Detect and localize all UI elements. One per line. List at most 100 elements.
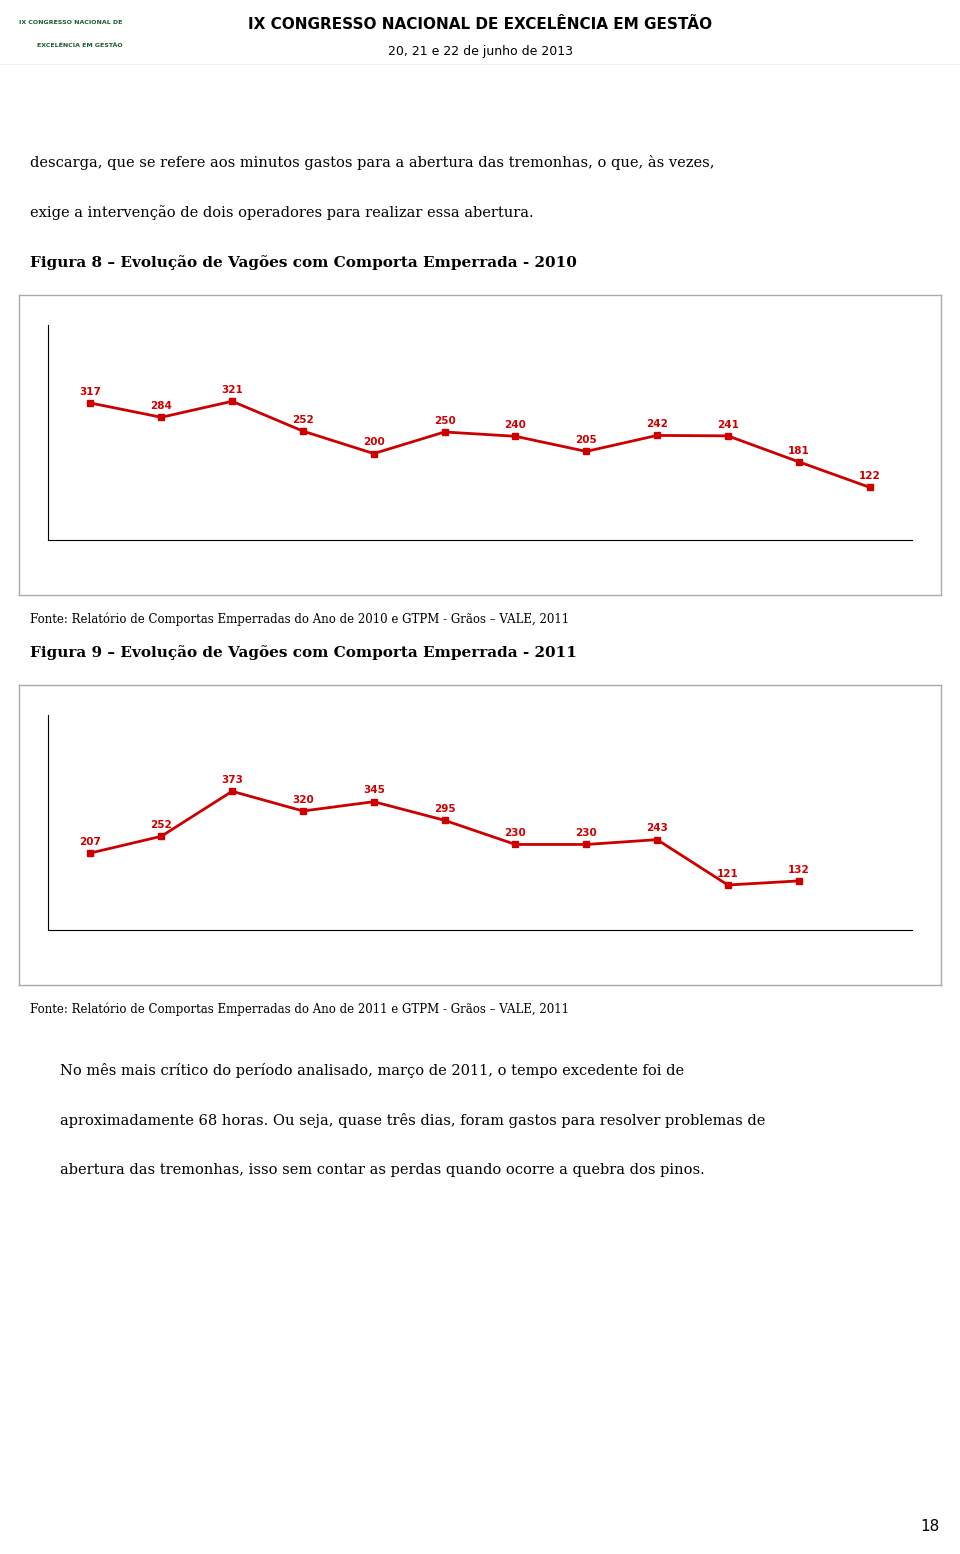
- Bar: [444, 401, 471, 539]
- Text: 121: 121: [717, 869, 739, 878]
- Bar: [728, 831, 755, 929]
- Text: 3.704: 3.704: [276, 480, 303, 488]
- Bar: [843, 514, 870, 539]
- Text: 18: 18: [921, 1518, 940, 1534]
- Bar: [161, 457, 188, 539]
- Text: 7.918: 7.918: [372, 782, 401, 789]
- Text: 8.365: 8.365: [231, 416, 260, 426]
- Bar: [870, 480, 897, 539]
- Text: 3.793: 3.793: [346, 853, 374, 862]
- Text: 240: 240: [504, 420, 526, 430]
- Text: Figura 9 – Evolução de Vagões com Comporta Emperrada - 2011: Figura 9 – Evolução de Vagões com Compor…: [30, 645, 577, 660]
- Bar: [347, 510, 373, 539]
- Text: 0.597: 0.597: [586, 909, 614, 918]
- Text: 181: 181: [788, 446, 809, 455]
- Text: 5.555: 5.555: [798, 822, 827, 831]
- Text: 6.137: 6.137: [160, 446, 189, 455]
- Bar: [205, 494, 232, 539]
- Text: 6.962: 6.962: [657, 797, 684, 807]
- Bar: [161, 845, 188, 929]
- Bar: [701, 510, 728, 539]
- Bar: [63, 884, 90, 929]
- Text: 207: 207: [80, 836, 102, 847]
- Bar: [799, 833, 826, 929]
- Text: 230: 230: [575, 828, 597, 838]
- Text: 2.174: 2.174: [559, 500, 588, 510]
- Text: 4.096: 4.096: [204, 848, 233, 858]
- Text: 2.207: 2.207: [700, 500, 729, 508]
- Text: Fonte: Relatório de Comportas Emperradas do Ano de 2011 e GTPM - Grãos – VALE, 2: Fonte: Relatório de Comportas Emperradas…: [30, 1002, 569, 1016]
- Text: 2.653: 2.653: [90, 494, 118, 503]
- Bar: [444, 813, 471, 929]
- Text: 250: 250: [434, 416, 455, 426]
- Text: 2.940: 2.940: [488, 869, 516, 878]
- Text: 373: 373: [221, 775, 243, 785]
- Text: 2.536: 2.536: [276, 875, 303, 884]
- Bar: [276, 490, 303, 539]
- Legend: Tempo Excedente - min, Descarga Real - vgs, Quantidade de Comportas Emperradas: Tempo Excedente - min, Descarga Real - v…: [210, 954, 750, 973]
- Text: 7.473: 7.473: [302, 789, 331, 797]
- Bar: [516, 416, 542, 539]
- Bar: [303, 423, 330, 539]
- Text: 320: 320: [292, 794, 314, 805]
- Text: 6.730: 6.730: [444, 802, 472, 811]
- Bar: [728, 455, 755, 539]
- Text: 284: 284: [151, 401, 172, 412]
- Text: 1.599: 1.599: [630, 508, 658, 517]
- Text: 2.618: 2.618: [559, 873, 587, 883]
- Text: 252: 252: [151, 821, 172, 830]
- Bar: [799, 462, 826, 539]
- Text: 7.359: 7.359: [515, 791, 543, 800]
- Text: 317: 317: [80, 387, 102, 396]
- Text: abertura das tremonhas, isso sem contar as perdas quando ocorre a quebra dos pin: abertura das tremonhas, isso sem contar …: [60, 1162, 705, 1176]
- Text: 345: 345: [363, 785, 385, 796]
- Text: 241: 241: [717, 420, 739, 429]
- Bar: [373, 791, 400, 929]
- Text: 2.234: 2.234: [346, 499, 374, 508]
- Bar: [630, 517, 657, 539]
- Bar: [587, 920, 613, 929]
- Text: 3.318: 3.318: [204, 485, 233, 494]
- Text: descarga, que se refere aos minutos gastos para a abertura das tremonhas, o que,: descarga, que se refere aos minutos gast…: [30, 155, 714, 169]
- Text: IX CONGRESSO NACIONAL DE: IX CONGRESSO NACIONAL DE: [19, 20, 123, 25]
- Text: 252: 252: [292, 415, 314, 424]
- Text: 5.781: 5.781: [798, 451, 827, 460]
- Bar: [134, 488, 161, 539]
- Bar: [587, 429, 613, 539]
- Bar: [232, 811, 259, 929]
- Bar: [373, 421, 400, 539]
- Text: 3.774: 3.774: [133, 479, 162, 488]
- Text: 295: 295: [434, 803, 455, 814]
- Text: 4.423: 4.423: [869, 469, 898, 479]
- Bar: [63, 513, 90, 539]
- Bar: [90, 856, 117, 929]
- Text: 2.631: 2.631: [771, 494, 800, 503]
- Text: Fonte: Relatório de Comportas Emperradas do Ano de 2010 e GTPM - Grãos – VALE, 2: Fonte: Relatório de Comportas Emperradas…: [30, 612, 569, 626]
- Legend: Tempo Excedente - min, Descarga Real - vgs, Quantidade de Comportas Emperradas: Tempo Excedente - min, Descarga Real - v…: [210, 564, 750, 583]
- Text: 4.812: 4.812: [160, 836, 189, 844]
- Bar: [630, 887, 657, 929]
- Bar: [560, 884, 587, 929]
- Bar: [347, 864, 373, 929]
- Bar: [657, 430, 684, 539]
- Text: 8.181: 8.181: [586, 418, 613, 427]
- Bar: [657, 808, 684, 929]
- Bar: [232, 426, 259, 539]
- Text: Figura 8 – Evolução de Vagões com Comporta Emperrada - 2010: Figura 8 – Evolução de Vagões com Compor…: [30, 255, 577, 270]
- Text: 122: 122: [858, 471, 880, 482]
- Text: exige a intervenção de dois operadores para realizar essa abertura.: exige a intervenção de dois operadores p…: [30, 205, 534, 219]
- Text: 132: 132: [788, 864, 809, 875]
- Bar: [772, 900, 799, 929]
- Text: 205: 205: [575, 435, 597, 444]
- Text: 200: 200: [363, 437, 385, 448]
- Text: 6.765: 6.765: [231, 802, 260, 810]
- Bar: [303, 799, 330, 929]
- Text: IX CONGRESSO NACIONAL DE EXCELÊNCIA EM GESTÃO: IX CONGRESSO NACIONAL DE EXCELÊNCIA EM G…: [248, 17, 712, 33]
- Text: 242: 242: [646, 420, 668, 429]
- Text: 230: 230: [505, 828, 526, 838]
- Bar: [489, 878, 516, 929]
- Text: 2.467: 2.467: [630, 876, 658, 886]
- Bar: [489, 507, 516, 539]
- Text: 8.060: 8.060: [657, 420, 684, 429]
- Text: No mês mais crítico do período analisado, março de 2011, o tempo excedente foi d: No mês mais crítico do período analisado…: [60, 1063, 684, 1078]
